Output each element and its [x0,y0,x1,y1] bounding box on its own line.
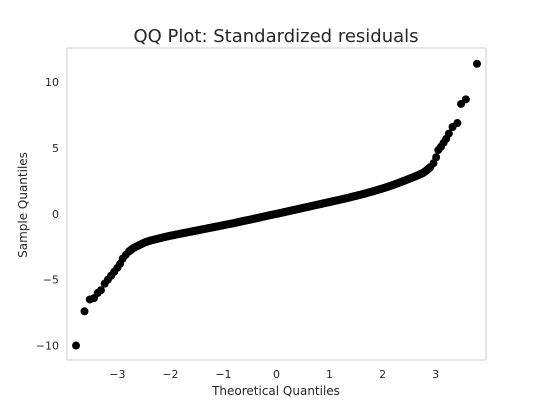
x-axis: −3 −2 −1 0 1 2 3 [109,368,439,381]
data-point [453,119,462,128]
plot-frame [66,47,487,361]
y-axis-label: Sample Quantiles [16,152,30,258]
y-tick-label: 0 [52,208,59,221]
data-point [425,163,434,172]
x-tick-label: −3 [109,368,125,381]
x-tick-label: 1 [326,368,333,381]
x-tick-label: 0 [273,368,280,381]
x-tick-label: 2 [379,368,386,381]
y-axis: −10 −5 0 5 10 [36,76,59,352]
chart-title: QQ Plot: Standardized residuals [133,26,418,47]
y-tick-label: 5 [52,142,59,155]
y-tick-label: 10 [45,76,59,89]
data-point [96,286,105,295]
y-tick-label: −10 [36,340,59,353]
data-point [461,95,470,104]
data-point [432,153,441,162]
data-point [72,341,81,350]
data-point [444,129,453,138]
x-tick-label: 3 [432,368,439,381]
data-point [472,59,481,68]
y-tick-label: −5 [43,274,59,287]
x-tick-label: −2 [162,368,178,381]
data-point [80,307,89,316]
scatter-points [72,59,481,350]
x-tick-label: −1 [215,368,231,381]
x-axis-label: Theoretical Quantiles [211,384,340,398]
